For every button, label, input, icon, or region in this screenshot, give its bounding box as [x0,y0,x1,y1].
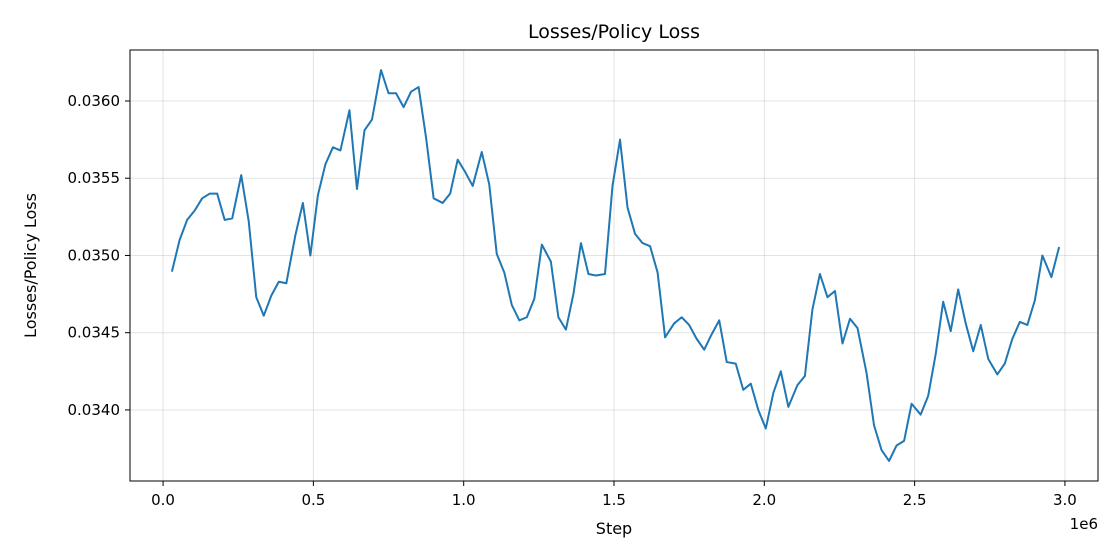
y-tick-label: 0.0345 [68,324,121,342]
series-line [171,69,1060,462]
grid-layer [130,50,1098,481]
x-tick-label: 0.0 [151,491,175,509]
y-tick-label: 0.0360 [68,92,121,110]
tick-layer: 0.0 0.5 1.0 1.5 2.0 2.5 3.0 0.0340 0.0345 0.0350 0… [68,92,1077,509]
y-tick-label: 0.0340 [68,401,121,419]
x-tick-label: 3.0 [1053,491,1077,509]
x-tick-label: 1.0 [452,491,476,509]
x-tick-label: 2.5 [903,491,927,509]
x-axis-offset-label: 1e6 [1070,515,1098,533]
y-tick-label: 0.0350 [68,246,121,264]
chart-title: Losses/Policy Loss [528,21,700,43]
series-layer [171,69,1060,462]
x-axis-label: Step [596,519,632,538]
x-tick-label: 2.0 [752,491,776,509]
y-tick-label: 0.0355 [68,169,121,187]
y-axis-label: Losses/Policy Loss [21,193,40,338]
x-tick-label: 1.5 [602,491,626,509]
x-tick-label: 0.5 [301,491,325,509]
